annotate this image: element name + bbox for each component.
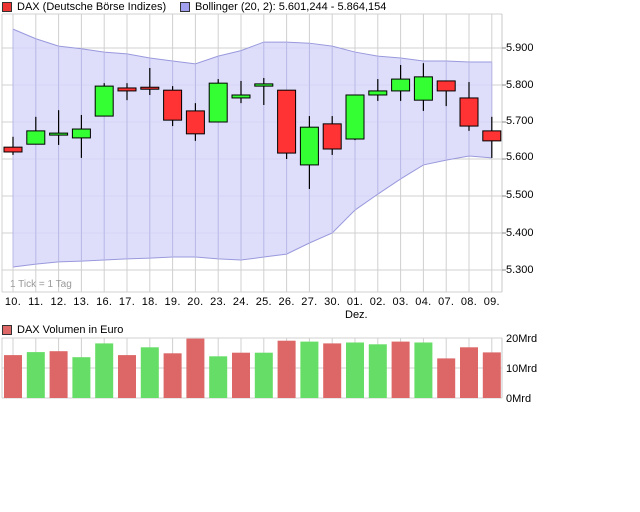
x-tick-label: 23. [210,296,227,308]
x-tick-label: 07. [438,296,455,308]
bollinger-band-area [13,29,492,268]
candle-down [117,87,137,92]
volume-bar-up [368,344,387,398]
candle-up [368,90,388,96]
x-tick-label: 08. [460,296,478,308]
volume-bar-down [460,347,478,398]
candle-down [3,146,23,153]
x-tick-label: 20. [187,296,204,308]
candle-up [254,83,274,87]
vol-tick-0: 0Mrd [506,393,532,405]
volume-bar-down [163,353,182,398]
candle-up [208,82,228,123]
volume-legend: DAX Volumen in Euro [2,324,123,336]
volume-bar-up [72,357,91,398]
bollinger-legend: Bollinger (20, 2): 5.601,244 - 5.864,154 [180,0,386,13]
volume-bar-up [95,343,114,398]
bollinger-upper-line [12,28,492,65]
x-tick-label: 01. [346,296,364,308]
candle-up [299,126,319,166]
dax-legend: DAX (Deutsche Börse Indizes) [2,0,166,13]
x-tick-label: 10. [4,296,22,308]
volume-bar-up [414,342,433,398]
y-tick-5600: 5.600 [506,151,534,163]
tick-note: 1 Tick = 1 Tag [10,279,72,290]
volume-bar-up [209,356,228,398]
candle-up [413,76,433,101]
bollinger-legend-swatch [180,1,190,12]
vol-tick-10: 10Mrd [506,363,538,375]
dax-legend-swatch [2,1,12,12]
x-tick-label: 18. [141,296,158,308]
volume-legend-swatch [2,325,12,335]
x-tick-label: 24. [232,296,250,308]
y-tick-5500: 5.500 [506,189,534,201]
x-tick-label: 30. [324,296,341,308]
candle-down [322,123,342,150]
x-tick-label: 26. [278,296,295,308]
candle-up [94,85,114,117]
volume-bar-down [49,351,68,398]
y-tick-5400: 5.400 [506,227,534,239]
bollinger-legend-label: Bollinger (20, 2): 5.601,244 - 5.864,154 [195,0,387,13]
candle-down [185,110,205,135]
volume-bar-up [300,341,319,398]
volume-bar-down [391,341,410,398]
volume-bar-up [346,342,364,398]
y-tick-5800: 5.800 [506,79,534,91]
volume-bar-down [118,355,136,398]
x-tick-label: 12. [50,296,67,308]
x-tick-label: 19. [164,296,181,308]
volume-bar-down [482,352,501,398]
dax-legend-label: DAX (Deutsche Börse Indizes) [17,0,167,13]
volume-bar-up [140,347,159,398]
candle-up [49,132,69,136]
candle-up [231,94,251,99]
y-tick-5900: 5.900 [506,42,534,54]
candle-up [26,130,46,145]
volume-legend-label: DAX Volumen in Euro [17,324,124,336]
candle-down [436,80,456,92]
volume-bar-down [437,358,456,398]
vol-tick-20: 20Mrd [506,333,538,345]
volume-bar-up [254,352,273,398]
y-tick-5700: 5.700 [506,115,534,127]
candle-down [277,89,297,154]
volume-bar-down [277,340,296,398]
x-tick-label: 09. [483,296,500,308]
x-tick-label: 11. [28,296,44,308]
volume-bar-down [232,352,250,398]
x-tick-label: 03. [392,296,409,308]
candle-up [71,128,91,139]
candle-down [163,89,183,121]
x-tick-label: 25. [255,296,272,308]
y-tick-5300: 5.300 [506,264,534,276]
x-tick-label: 04. [415,296,432,308]
x-tick-label: 13. [73,296,90,308]
x-tick-label: 16. [96,296,113,308]
candle-down [482,130,502,142]
volume-bar-down [186,338,205,398]
x-tick-label: 17. [118,296,136,308]
candle-up [345,94,365,140]
candle-up [391,78,411,92]
candle-down [140,86,160,90]
volume-bar-down [323,343,342,398]
x-tick-label: 27. [301,296,318,308]
volume-bar-down [4,355,22,398]
candle-down [459,97,479,127]
bollinger-lower-line [12,155,492,268]
x-tick-label: 02. [369,296,386,308]
volume-bar-up [26,352,45,398]
month-label: Dez. [345,309,368,321]
